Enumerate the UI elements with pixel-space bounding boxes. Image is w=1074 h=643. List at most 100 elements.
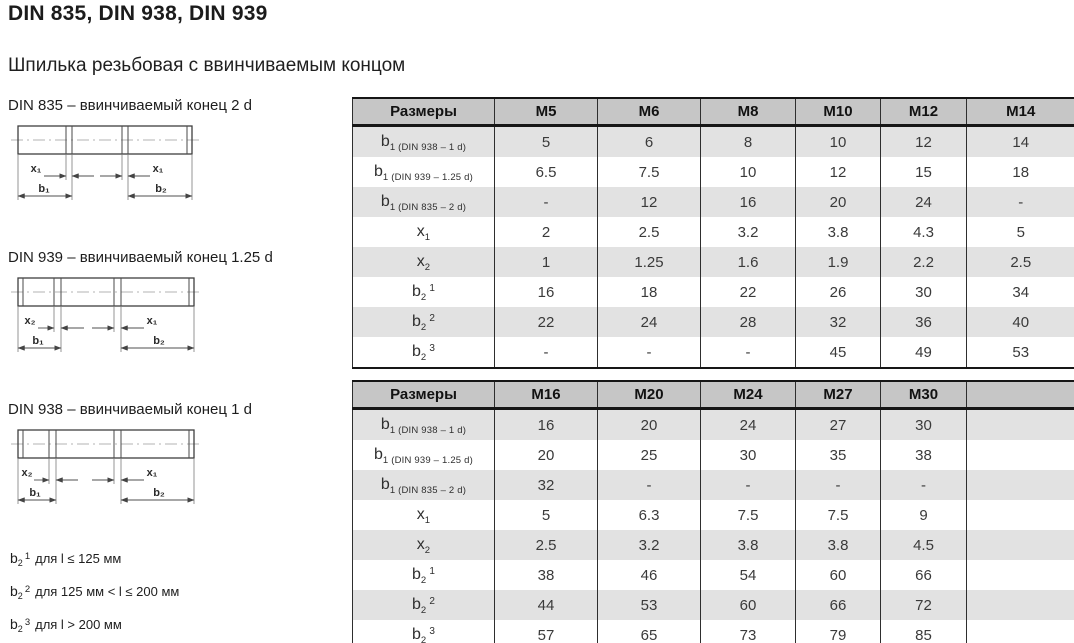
size-column-header: M27 <box>795 380 881 410</box>
row-label-sub: 1 (DIN 938 – 1 d) <box>389 142 467 153</box>
value-cell: 57 <box>494 620 598 643</box>
row-label: b1 (DIN 939 – 1.25 d) <box>352 157 495 187</box>
row-label-base: b <box>374 446 383 463</box>
stud-diagram-din939-icon: x₂ x₁ b₁ b₂ <box>11 277 201 352</box>
row-label-sub: 1 (DIN 939 – 1.25 d) <box>382 455 473 466</box>
dim-label-b2: b₂ <box>153 487 165 499</box>
dim-label-b2: b₂ <box>153 335 165 347</box>
row-label: b21 <box>352 560 495 590</box>
value-cell: 72 <box>880 590 967 620</box>
value-cell: 30 <box>880 277 967 307</box>
row-label-base: x <box>416 536 425 553</box>
dimension-row: b21 16 18 22 26 30 34 <box>352 277 1074 307</box>
row-label-base: b <box>412 596 421 613</box>
stud-diagram-din938-icon: x₂ x₁ b₁ b₂ <box>11 429 201 504</box>
row-label: x1 <box>352 500 495 530</box>
value-cell: 6.3 <box>597 500 701 530</box>
value-cell: 4.3 <box>880 217 967 247</box>
footnote-label-sub: 2 <box>17 558 23 568</box>
dim-label-b1: b₁ <box>32 335 44 347</box>
header-row: Размеры M16 M20 M24 M27 M30 <box>352 380 1074 410</box>
value-cell: 18 <box>597 277 701 307</box>
dim-label-x-right: x₁ <box>147 315 158 327</box>
value-cell: 12 <box>880 125 967 157</box>
value-cell: 7.5 <box>700 500 796 530</box>
value-cell: 2.2 <box>880 247 967 277</box>
size-column-header: M30 <box>880 380 967 410</box>
value-cell: 53 <box>966 337 1074 369</box>
value-cell: 3.2 <box>700 217 796 247</box>
dim-label-b1: b₁ <box>29 487 41 499</box>
page-title: DIN 835, DIN 938, DIN 939 <box>8 2 268 25</box>
value-cell: - <box>494 337 598 369</box>
value-cell: - <box>597 337 701 369</box>
value-cell: 18 <box>966 157 1074 187</box>
row-label-base: b <box>412 566 421 583</box>
dimension-row: b1 (DIN 938 – 1 d) 16 20 24 27 30 <box>352 408 1074 440</box>
value-cell: 8 <box>700 125 796 157</box>
value-cell: - <box>966 187 1074 217</box>
value-cell: - <box>494 187 598 217</box>
row-label-sub: 1 (DIN 939 – 1.25 d) <box>382 172 473 183</box>
row-label: b23 <box>352 337 495 369</box>
row-label: x2 <box>352 530 495 560</box>
value-cell: 60 <box>795 560 881 590</box>
value-cell: 5 <box>966 217 1074 247</box>
dimension-row: b22 22 24 28 32 36 40 <box>352 307 1074 337</box>
value-cell: 1.6 <box>700 247 796 277</box>
dimension-row: x2 1 1.25 1.6 1.9 2.2 2.5 <box>352 247 1074 277</box>
value-cell <box>966 500 1074 530</box>
footnotes: b21 для l ≤ 125 мм b22 для 125 мм < l ≤ 20… <box>10 550 350 643</box>
row-label-sub: 2 <box>420 605 427 616</box>
dim-label-b1: b₁ <box>38 183 50 195</box>
row-label-base: b <box>412 343 421 360</box>
value-cell: - <box>700 470 796 500</box>
value-cell: 32 <box>795 307 881 337</box>
value-cell: 66 <box>795 590 881 620</box>
row-label-sub: 2 <box>420 292 427 303</box>
value-cell: - <box>880 470 967 500</box>
value-cell: 5 <box>494 500 598 530</box>
value-cell: 26 <box>795 277 881 307</box>
value-cell: 66 <box>880 560 967 590</box>
value-cell: 12 <box>795 157 881 187</box>
footnote-text: для l > 200 мм <box>35 617 122 632</box>
dimension-row: x1 2 2.5 3.2 3.8 4.3 5 <box>352 217 1074 247</box>
size-table-m5-m14: Размеры M5 M6 M8 M10 M12 M14 b1 (DIN 938 – 1 d)… <box>352 97 1074 369</box>
size-column-header: M6 <box>597 97 701 127</box>
value-cell: 20 <box>597 408 701 440</box>
dim-label-x-left: x₂ <box>21 467 32 479</box>
value-cell: 35 <box>795 440 881 470</box>
value-cell: 22 <box>700 277 796 307</box>
figure-caption-din939: DIN 939 – ввинчиваемый конец 1.25 d <box>8 249 273 266</box>
figure-caption-din938: DIN 938 – ввинчиваемый конец 1 d <box>8 401 252 418</box>
value-cell: 7.5 <box>597 157 701 187</box>
footnote-b2-3: b23 для l > 200 мм <box>10 616 350 643</box>
value-cell: 24 <box>597 307 701 337</box>
footnote-label-sub: 2 <box>17 624 23 634</box>
size-column-header: M12 <box>880 97 967 127</box>
footnote-b2-2: b22 для 125 мм < l ≤ 200 мм <box>10 583 350 616</box>
row-label: b21 <box>352 277 495 307</box>
value-cell: 44 <box>494 590 598 620</box>
dimension-row: b22 44 53 60 66 72 <box>352 590 1074 620</box>
value-cell: 2.5 <box>966 247 1074 277</box>
value-cell: - <box>795 470 881 500</box>
value-cell: 10 <box>700 157 796 187</box>
footnote-label-sub: 2 <box>17 591 23 601</box>
value-cell: 32 <box>494 470 598 500</box>
value-cell: 40 <box>966 307 1074 337</box>
value-cell: 16 <box>700 187 796 217</box>
row-label-base: b <box>412 313 421 330</box>
row-label-sub: 1 (DIN 835 – 2 d) <box>389 485 467 496</box>
value-cell: 65 <box>597 620 701 643</box>
row-label-base: b <box>380 193 390 210</box>
figure-caption-din835: DIN 835 – ввинчиваемый конец 2 d <box>8 97 252 114</box>
row-label: b1 (DIN 938 – 1 d) <box>352 125 495 157</box>
dimension-row: b1 (DIN 835 – 2 d) 32- - - - <box>352 470 1074 500</box>
footnote-label-sup: 1 <box>24 551 31 562</box>
value-cell: 79 <box>795 620 881 643</box>
footnote-label-base: b <box>10 616 18 632</box>
row-label-sub: 2 <box>424 262 431 273</box>
value-cell <box>966 530 1074 560</box>
